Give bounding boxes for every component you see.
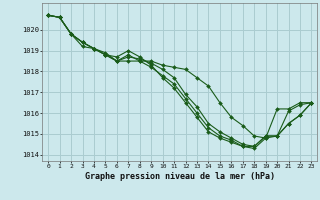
X-axis label: Graphe pression niveau de la mer (hPa): Graphe pression niveau de la mer (hPa) [85, 172, 275, 181]
